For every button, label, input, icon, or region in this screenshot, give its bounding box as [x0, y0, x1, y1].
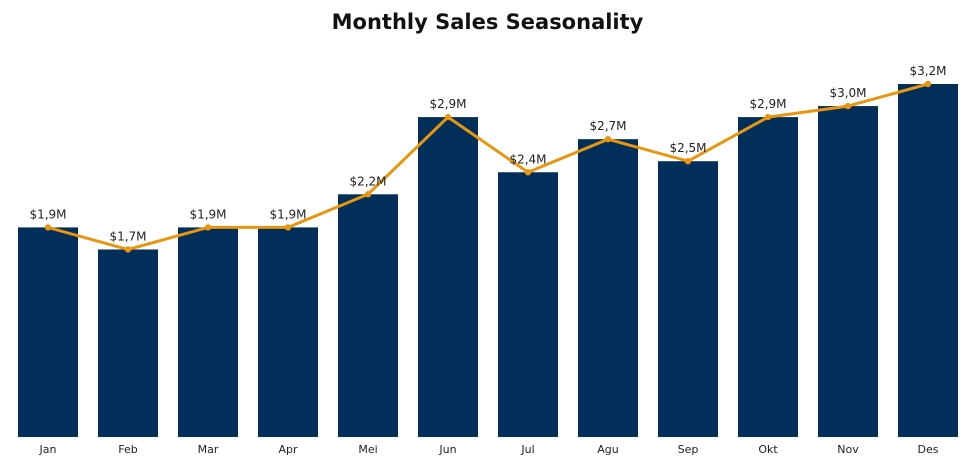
- x-axis-ticks: Jan Feb Mar Apr Mei Jun Jul Agu Sep Okt Nov Des: [39, 443, 939, 456]
- x-tick-jul: Jul: [520, 443, 534, 456]
- bar-sep: [658, 161, 718, 437]
- data-label-jun: $2,9M: [429, 97, 466, 111]
- line-point-des: [924, 80, 932, 88]
- line-point-mei: [364, 191, 372, 198]
- x-tick-okt: Okt: [758, 443, 778, 456]
- data-label-sep: $2,5M: [669, 141, 706, 155]
- x-tick-apr: Apr: [278, 443, 298, 456]
- data-label-mar: $1,9M: [189, 207, 226, 221]
- data-label-des: $3,2M: [909, 64, 946, 78]
- data-label-jan: $1,9M: [29, 207, 66, 221]
- bar-okt: [738, 117, 798, 437]
- x-tick-sep: Sep: [678, 443, 699, 456]
- line-point-nov: [844, 102, 852, 110]
- line-point-jul: [524, 169, 532, 176]
- bar-jul: [498, 172, 558, 437]
- data-label-mei: $2,2M: [349, 174, 386, 188]
- bar-jan: [18, 227, 78, 437]
- data-label-okt: $2,9M: [749, 97, 786, 111]
- x-tick-jan: Jan: [39, 443, 57, 456]
- x-tick-nov: Nov: [837, 443, 859, 456]
- labels-layer: $1,9M $1,7M $1,9M $1,9M $2,2M $2,9M $2,4M $2,7M…: [29, 64, 946, 243]
- bar-mei: [338, 194, 398, 437]
- data-label-jul: $2,4M: [509, 152, 546, 166]
- bar-des: [898, 84, 958, 437]
- data-label-apr: $1,9M: [269, 207, 306, 221]
- x-tick-jun: Jun: [438, 443, 456, 456]
- bar-agu: [578, 139, 638, 437]
- trend-line: [46, 82, 930, 251]
- data-label-agu: $2,7M: [589, 119, 626, 133]
- data-label-feb: $1,7M: [109, 229, 146, 243]
- line-point-jan: [44, 224, 52, 231]
- x-tick-des: Des: [918, 443, 939, 456]
- bar-nov: [818, 106, 878, 437]
- line-point-sep: [684, 158, 692, 165]
- chart-title: Monthly Sales Seasonality: [331, 10, 644, 34]
- x-tick-feb: Feb: [118, 443, 137, 456]
- bar-mar: [178, 227, 238, 437]
- bar-apr: [258, 227, 318, 437]
- line-point-agu: [604, 135, 612, 143]
- line-point-feb: [124, 246, 132, 253]
- bar-feb: [98, 249, 158, 437]
- line-point-okt: [764, 113, 772, 121]
- line-point-apr: [284, 224, 292, 231]
- bar-jun: [418, 117, 478, 437]
- line-point-jun: [444, 113, 452, 121]
- data-label-nov: $3,0M: [829, 86, 866, 100]
- x-tick-mar: Mar: [198, 443, 219, 456]
- x-tick-agu: Agu: [597, 443, 618, 456]
- line-point-mar: [204, 224, 212, 231]
- bars-layer: [18, 84, 958, 437]
- line-layer: [44, 80, 932, 253]
- x-tick-mei: Mei: [358, 443, 377, 456]
